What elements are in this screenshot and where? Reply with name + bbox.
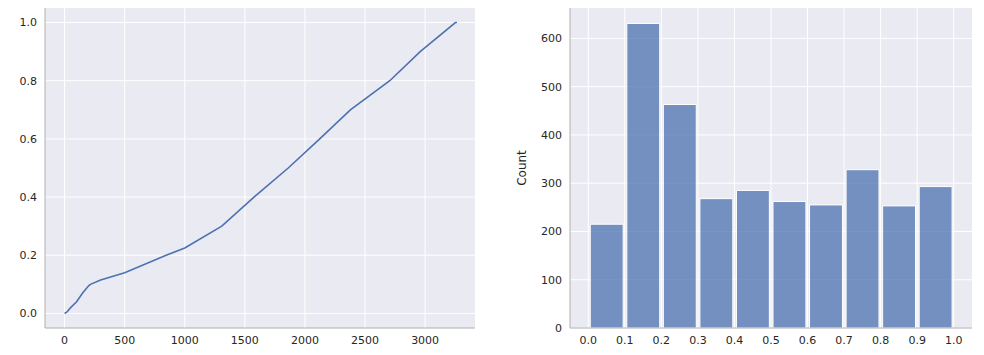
svg-text:0: 0 xyxy=(61,334,68,347)
svg-text:0.0: 0.0 xyxy=(580,334,598,347)
svg-text:300: 300 xyxy=(541,177,562,190)
svg-text:600: 600 xyxy=(541,32,562,45)
svg-text:0.7: 0.7 xyxy=(835,334,853,347)
svg-text:500: 500 xyxy=(114,334,135,347)
svg-text:200: 200 xyxy=(541,225,562,238)
svg-text:0.9: 0.9 xyxy=(908,334,926,347)
svg-text:0.0: 0.0 xyxy=(20,307,38,320)
svg-text:100: 100 xyxy=(541,274,562,287)
svg-text:500: 500 xyxy=(541,81,562,94)
svg-text:0.8: 0.8 xyxy=(20,75,38,88)
svg-text:1500: 1500 xyxy=(231,334,259,347)
svg-text:1000: 1000 xyxy=(171,334,199,347)
svg-text:3000: 3000 xyxy=(411,334,439,347)
svg-text:0.2: 0.2 xyxy=(653,334,671,347)
svg-text:0.2: 0.2 xyxy=(20,249,38,262)
svg-text:Count: Count xyxy=(515,150,529,186)
svg-text:2000: 2000 xyxy=(291,334,319,347)
svg-text:0.3: 0.3 xyxy=(689,334,707,347)
svg-text:0.5: 0.5 xyxy=(762,334,780,347)
svg-text:1.0: 1.0 xyxy=(945,334,963,347)
svg-text:0.6: 0.6 xyxy=(20,133,38,146)
svg-text:400: 400 xyxy=(541,129,562,142)
svg-text:0.6: 0.6 xyxy=(799,334,817,347)
svg-text:1.0: 1.0 xyxy=(20,16,38,29)
svg-text:0.4: 0.4 xyxy=(20,191,38,204)
svg-text:0: 0 xyxy=(555,322,562,335)
svg-text:0.8: 0.8 xyxy=(872,334,890,347)
svg-text:0.4: 0.4 xyxy=(726,334,744,347)
svg-text:0.1: 0.1 xyxy=(616,334,634,347)
svg-text:2500: 2500 xyxy=(351,334,379,347)
